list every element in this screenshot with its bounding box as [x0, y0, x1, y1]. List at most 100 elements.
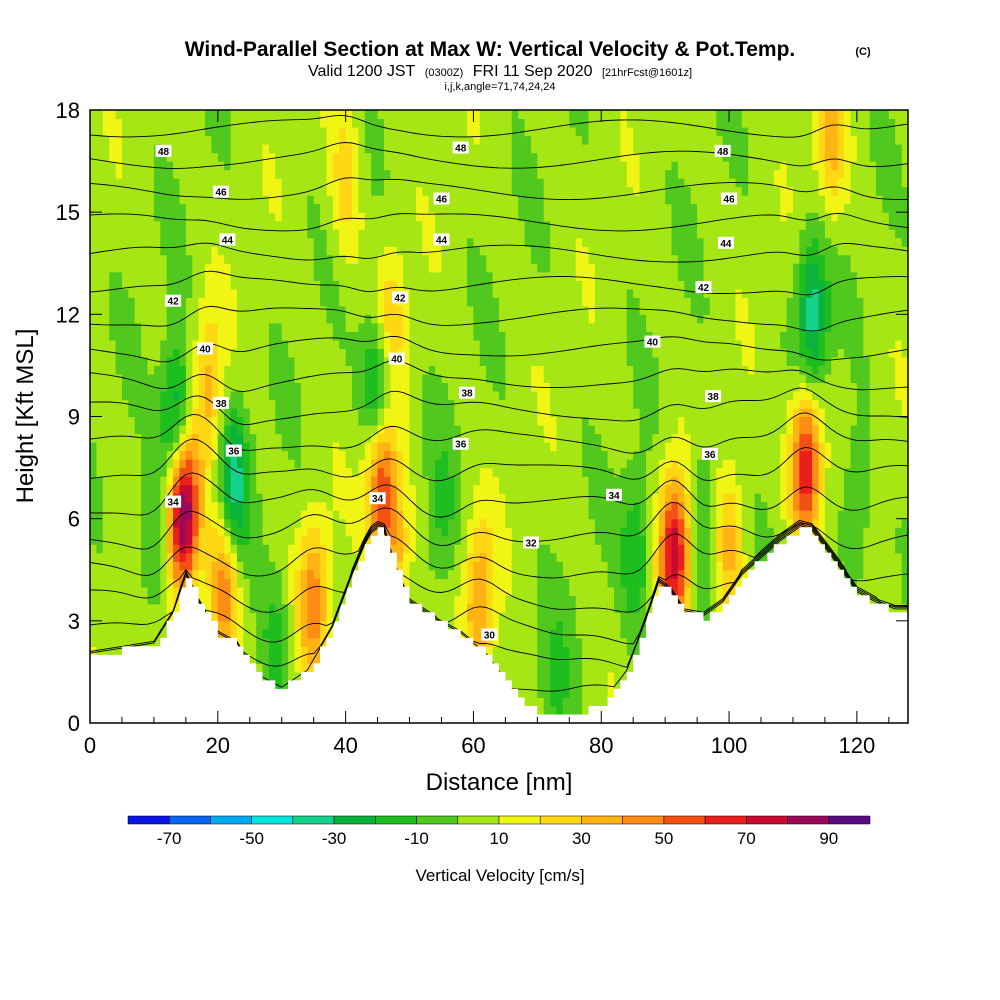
- velocity-cell: [134, 433, 142, 443]
- velocity-cell: [588, 135, 596, 145]
- velocity-cell: [384, 169, 391, 179]
- velocity-cell: [153, 467, 161, 477]
- velocity-cell: [569, 322, 577, 332]
- velocity-cell: [588, 152, 596, 162]
- velocity-cell: [256, 629, 264, 639]
- velocity-cell: [473, 110, 481, 120]
- velocity-cell: [524, 467, 532, 477]
- velocity-cell: [588, 416, 596, 426]
- velocity-cell: [192, 237, 200, 247]
- velocity-cell: [205, 493, 212, 503]
- velocity-cell: [153, 195, 161, 205]
- velocity-cell: [109, 535, 117, 545]
- velocity-cell: [345, 195, 353, 205]
- velocity-cell: [460, 271, 468, 281]
- velocity-cell: [524, 254, 532, 264]
- velocity-cell: [377, 459, 385, 469]
- velocity-cell: [364, 203, 372, 213]
- velocity-cell: [492, 169, 500, 179]
- velocity-cell: [518, 297, 526, 307]
- velocity-cell: [518, 688, 526, 698]
- velocity-cell: [531, 373, 538, 383]
- velocity-cell: [550, 467, 558, 477]
- velocity-cell: [511, 288, 519, 298]
- velocity-cell: [562, 476, 570, 486]
- velocity-cell: [230, 203, 238, 213]
- velocity-cell: [364, 339, 372, 349]
- velocity-cell: [467, 467, 474, 477]
- velocity-cell: [243, 467, 251, 477]
- velocity-cell: [524, 484, 532, 494]
- velocity-cell: [166, 237, 174, 247]
- velocity-cell: [166, 586, 174, 596]
- velocity-cell: [166, 373, 174, 383]
- velocity-cell: [166, 178, 174, 188]
- velocity-cell: [115, 561, 123, 571]
- velocity-cell: [479, 161, 487, 171]
- velocity-cell: [505, 569, 513, 579]
- velocity-cell: [134, 391, 142, 401]
- velocity-cell: [122, 169, 129, 179]
- velocity-cell: [205, 178, 212, 188]
- velocity-cell: [217, 280, 225, 290]
- velocity-cell: [294, 288, 302, 298]
- velocity-cell: [268, 459, 276, 469]
- velocity-cell: [479, 152, 487, 162]
- velocity-cell: [288, 212, 296, 222]
- velocity-cell: [435, 314, 443, 324]
- velocity-cell: [185, 544, 193, 554]
- velocity-cell: [300, 110, 308, 120]
- velocity-cell: [537, 706, 545, 716]
- velocity-cell: [435, 254, 443, 264]
- velocity-cell: [377, 450, 385, 460]
- velocity-cell: [524, 493, 532, 503]
- velocity-cell: [550, 646, 558, 656]
- velocity-cell: [326, 433, 334, 443]
- velocity-cell: [147, 237, 155, 247]
- velocity-cell: [173, 331, 181, 341]
- velocity-cell: [205, 161, 212, 171]
- velocity-cell: [428, 331, 436, 341]
- velocity-cell: [230, 467, 238, 477]
- velocity-cell: [524, 476, 532, 486]
- velocity-cell: [415, 118, 423, 128]
- velocity-cell: [249, 195, 257, 205]
- velocity-cell: [160, 203, 168, 213]
- velocity-cell: [256, 399, 264, 409]
- velocity-cell: [275, 408, 283, 418]
- velocity-cell: [550, 382, 558, 392]
- velocity-cell: [352, 416, 359, 426]
- velocity-cell: [582, 561, 590, 571]
- velocity-cell: [352, 203, 359, 213]
- velocity-cell: [486, 442, 494, 452]
- velocity-cell: [198, 561, 206, 571]
- velocity-cell: [147, 314, 155, 324]
- velocity-cell: [237, 527, 244, 537]
- velocity-cell: [390, 416, 398, 426]
- velocity-cell: [90, 527, 97, 537]
- velocity-cell: [134, 408, 142, 418]
- velocity-cell: [364, 484, 372, 494]
- velocity-cell: [415, 271, 423, 281]
- velocity-cell: [415, 195, 423, 205]
- velocity-cell: [205, 425, 212, 435]
- velocity-cell: [307, 169, 315, 179]
- velocity-cell: [569, 152, 577, 162]
- velocity-cell: [364, 373, 372, 383]
- velocity-cell: [198, 391, 206, 401]
- velocity-cell: [569, 110, 577, 120]
- velocity-cell: [473, 356, 481, 366]
- velocity-cell: [537, 595, 545, 605]
- velocity-cell: [288, 144, 296, 154]
- velocity-cell: [179, 425, 187, 435]
- velocity-cell: [422, 391, 430, 401]
- velocity-cell: [409, 510, 417, 520]
- velocity-cell: [428, 365, 436, 375]
- velocity-cell: [511, 527, 519, 537]
- velocity-cell: [211, 569, 219, 579]
- velocity-cell: [256, 544, 264, 554]
- velocity-cell: [505, 459, 513, 469]
- velocity-cell: [268, 552, 276, 562]
- velocity-cell: [243, 288, 251, 298]
- velocity-cell: [537, 144, 545, 154]
